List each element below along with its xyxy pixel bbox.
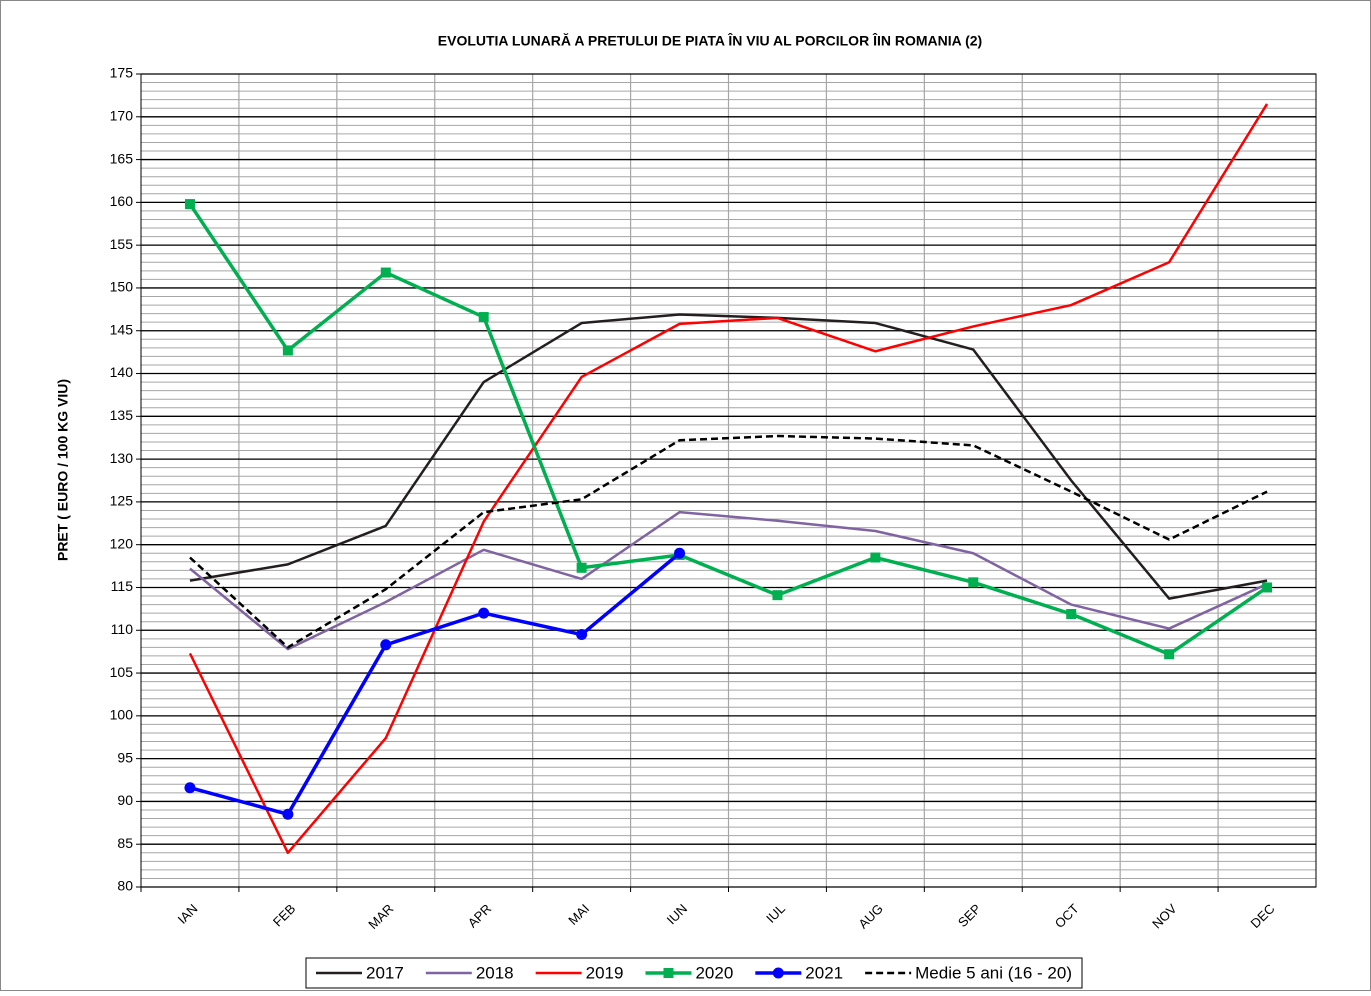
y-tick-label: 175 [110,65,134,81]
point-marker [674,547,686,559]
point-marker [1262,582,1273,593]
y-tick-label: 115 [111,578,134,594]
legend-label: 2020 [695,963,733,982]
y-tick-label: 95 [117,749,133,765]
point-marker [282,345,293,356]
y-tick-label: 145 [110,321,134,337]
point-marker [478,312,489,323]
y-tick-label: 130 [110,450,134,466]
y-tick-label: 90 [117,792,133,808]
y-tick-label: 80 [117,878,133,894]
y-tick-label: 165 [110,150,134,166]
point-marker [380,267,391,278]
point-marker [184,199,195,210]
series-line [189,510,1268,651]
series-line [188,203,1269,656]
point-marker [576,629,588,641]
legend: 2017 2018 2019 2020 2021 Medie 5 ani (16 - 20… [305,957,1083,989]
point-marker [870,552,881,563]
point-marker [968,577,979,588]
legend-label: 2018 [476,963,514,982]
point-marker [380,639,392,651]
y-tick-label: 110 [111,621,134,637]
y-tick-label: 125 [110,493,134,509]
y-tick-label: 120 [110,535,134,551]
series-line [189,551,681,817]
legend-label: 2019 [586,963,624,982]
point-marker [1066,609,1077,620]
y-tick-label: 85 [117,835,133,851]
y-tick-label: 135 [110,407,134,423]
chart-title: EVOLUTIA LUNARĂ A PRETULUI DE PIATA ÎN V… [438,32,982,49]
legend-marker [772,967,784,979]
legend-label: 2021 [805,963,843,982]
point-marker [576,562,587,573]
y-tick-label: 155 [110,236,134,252]
point-marker [772,590,783,601]
legend-label: Medie 5 ani (16 - 20) [915,963,1072,982]
legend-label: 2017 [366,963,404,982]
y-tick-label: 100 [110,707,134,723]
point-marker [478,607,490,619]
y-tick-label: 160 [110,193,134,209]
y-tick-label: 105 [110,664,134,680]
series-line [188,103,1269,855]
y-tick-label: 140 [110,364,134,380]
y-tick-label: 170 [110,107,134,123]
point-marker [282,808,294,820]
point-marker [1164,649,1175,660]
legend-marker [663,968,674,978]
point-marker [184,782,196,794]
series-line [189,434,1268,649]
y-tick-label: 150 [110,279,134,295]
y-axis-label: PRET ( EURO / 100 KG VIU) [55,379,71,561]
